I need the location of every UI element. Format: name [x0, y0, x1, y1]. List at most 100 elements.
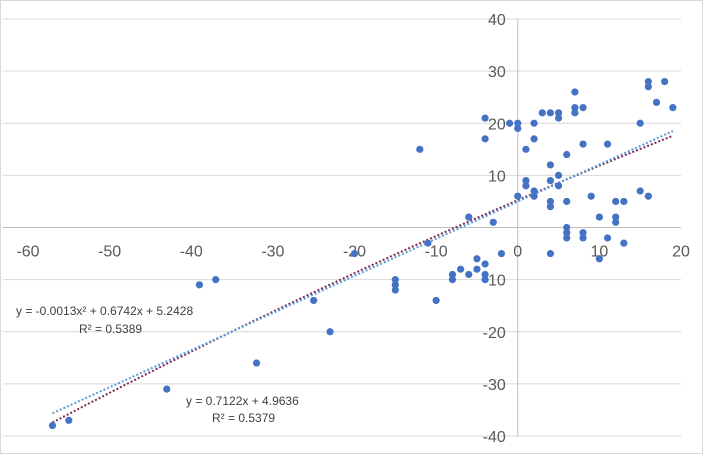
data-point [538, 109, 546, 117]
data-point [546, 197, 555, 206]
data-point [620, 239, 628, 247]
data-point [554, 182, 563, 190]
data-point [530, 119, 538, 127]
polynomial-trendline [52, 134, 674, 424]
data-point [546, 109, 555, 117]
y-tick-label: 40 [488, 12, 506, 29]
poly-trend-r-squared: R² = 0.5389 [79, 322, 142, 336]
data-point [530, 187, 538, 195]
data-point [587, 192, 595, 200]
trendlines [52, 130, 674, 424]
data-point [595, 255, 603, 263]
data-point [350, 249, 359, 258]
x-tick-label: -40 [180, 244, 203, 261]
data-point [579, 104, 587, 112]
data-point [514, 124, 522, 133]
data-point [481, 270, 489, 279]
data-point [661, 77, 669, 86]
data-point [391, 286, 399, 294]
poly-trend-equation: y = -0.0013x² + 0.6742x + 5.2428 [16, 304, 193, 318]
y-tick-label: 20 [488, 116, 506, 133]
data-point [612, 213, 620, 221]
data-point [252, 359, 261, 367]
data-point [636, 119, 644, 127]
data-point [310, 296, 318, 305]
data-points [48, 77, 677, 430]
data-point [448, 276, 457, 284]
linear-trendline [52, 130, 674, 415]
data-point [522, 176, 530, 185]
data-point [603, 140, 612, 148]
data-point [481, 260, 489, 268]
x-tick-label: -30 [261, 244, 284, 261]
data-point [612, 218, 620, 226]
data-point [391, 281, 399, 289]
data-point [554, 171, 563, 179]
data-point [195, 281, 204, 289]
data-point [571, 88, 579, 96]
data-point [644, 83, 652, 91]
data-point [48, 421, 57, 430]
data-point [620, 197, 628, 206]
data-point [546, 249, 555, 258]
data-point [554, 109, 563, 117]
x-tick-label: 10 [590, 244, 608, 261]
data-point [432, 296, 440, 305]
data-point [563, 229, 571, 237]
x-tick-label: -50 [98, 244, 121, 261]
data-point [326, 328, 334, 336]
data-point [554, 114, 563, 122]
data-point [546, 203, 555, 211]
data-point [636, 187, 644, 195]
data-point [563, 150, 571, 159]
data-point [579, 229, 587, 237]
data-point [473, 265, 481, 273]
data-point [522, 182, 530, 190]
axes [3, 19, 681, 436]
y-tick-label: -10 [483, 273, 506, 290]
data-point [579, 140, 587, 148]
data-point [669, 104, 677, 112]
data-point [497, 249, 506, 258]
data-point [65, 416, 73, 424]
data-point [530, 135, 538, 143]
linear-trend-r-squared: R² = 0.5379 [212, 411, 275, 425]
data-point [481, 276, 489, 284]
data-point [465, 213, 473, 221]
tick-labels: -60-50-40-30-20-1001020-40-30-20-1010203… [16, 12, 690, 446]
data-point [522, 145, 530, 153]
data-point [571, 104, 579, 112]
data-point [579, 234, 587, 242]
data-point [489, 218, 497, 226]
data-point [603, 234, 612, 242]
data-point [563, 234, 571, 242]
data-point [571, 109, 579, 117]
data-point [424, 239, 432, 247]
x-tick-label: 0 [513, 244, 522, 261]
y-tick-label: -30 [483, 377, 506, 394]
data-point [546, 161, 555, 169]
y-tick-label: 30 [488, 64, 506, 81]
x-tick-label: 20 [672, 244, 690, 261]
data-point [391, 276, 399, 284]
data-point [652, 98, 661, 106]
linear-trend-equation: y = 0.7122x + 4.9636 [186, 394, 299, 408]
data-point [465, 270, 473, 279]
data-point [416, 145, 424, 153]
data-point [505, 119, 514, 127]
data-point [546, 176, 555, 185]
data-point [595, 213, 603, 221]
data-point [212, 276, 220, 284]
data-point [563, 197, 571, 206]
data-point [563, 223, 571, 232]
y-tick-label: -40 [483, 429, 506, 446]
data-point [163, 385, 171, 393]
y-tick-label: -20 [483, 325, 506, 342]
x-tick-label: -10 [425, 244, 448, 261]
data-point [457, 265, 465, 273]
data-point [448, 270, 457, 279]
x-tick-label: -60 [16, 244, 39, 261]
data-point [644, 77, 652, 86]
